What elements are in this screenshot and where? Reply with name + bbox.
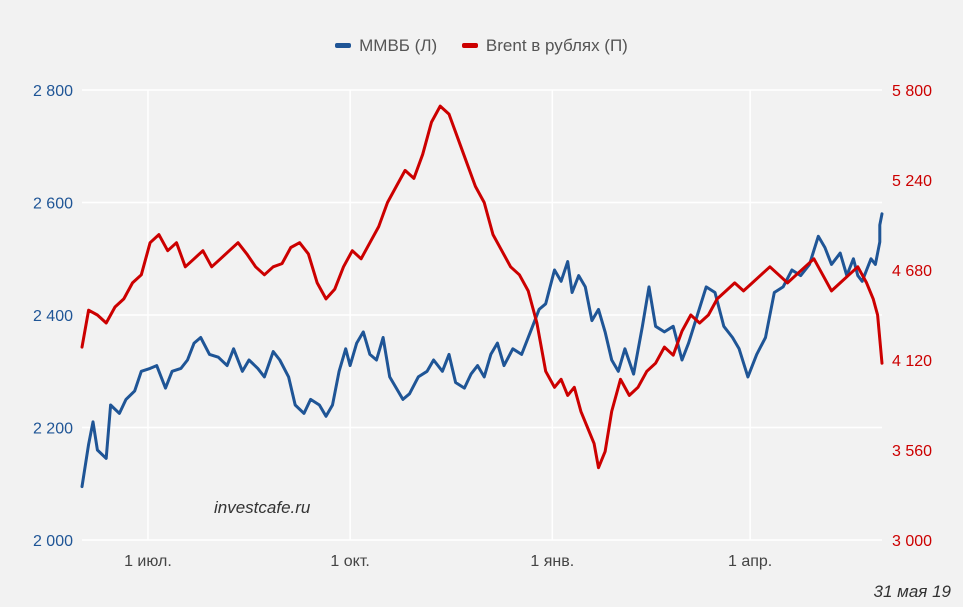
right-tick-label: 4 680 (892, 263, 932, 280)
x-tick-label: 1 июл. (124, 553, 172, 570)
right-tick-label: 3 560 (892, 443, 932, 460)
series-line-right (80, 104, 884, 470)
date-stamp: 31 мая 19 (873, 582, 951, 601)
legend-swatch-left (335, 43, 352, 49)
x-tick-label: 1 окт. (330, 553, 369, 570)
chart-legend: ММВБ (Л) Brent в рублях (П) (0, 36, 963, 56)
left-tick-label: 2 000 (33, 533, 73, 550)
left-tick-label: 2 200 (33, 421, 73, 438)
x-axis-ticks: 1 июл. 1 окт. 1 янв. 1 апр. (124, 553, 772, 570)
x-tick-label: 1 апр. (728, 553, 772, 570)
chart-grid (82, 89, 882, 541)
x-tick-label: 1 янв. (530, 553, 574, 570)
right-axis-ticks: 3 000 3 560 4 120 4 680 5 240 5 800 (892, 83, 932, 550)
left-tick-label: 2 800 (33, 83, 73, 100)
right-tick-label: 3 000 (892, 533, 932, 550)
legend-item-left[interactable]: ММВБ (Л) (335, 36, 437, 56)
right-tick-label: 4 120 (892, 353, 932, 370)
legend-label-right: Brent в рублях (П) (485, 36, 628, 55)
legend-item-right[interactable]: Brent в рублях (П) (461, 36, 628, 56)
legend-swatch-right (461, 43, 478, 49)
legend-label-left: ММВБ (Л) (359, 36, 438, 55)
watermark: investcafe.ru (214, 498, 311, 517)
left-axis-ticks: 2 000 2 200 2 400 2 600 2 800 (33, 83, 73, 550)
series-line-left (80, 212, 884, 489)
right-tick-label: 5 800 (892, 83, 932, 100)
left-tick-label: 2 400 (33, 308, 73, 325)
left-tick-label: 2 600 (33, 196, 73, 213)
series-lines (80, 104, 884, 489)
right-tick-label: 5 240 (892, 173, 932, 190)
